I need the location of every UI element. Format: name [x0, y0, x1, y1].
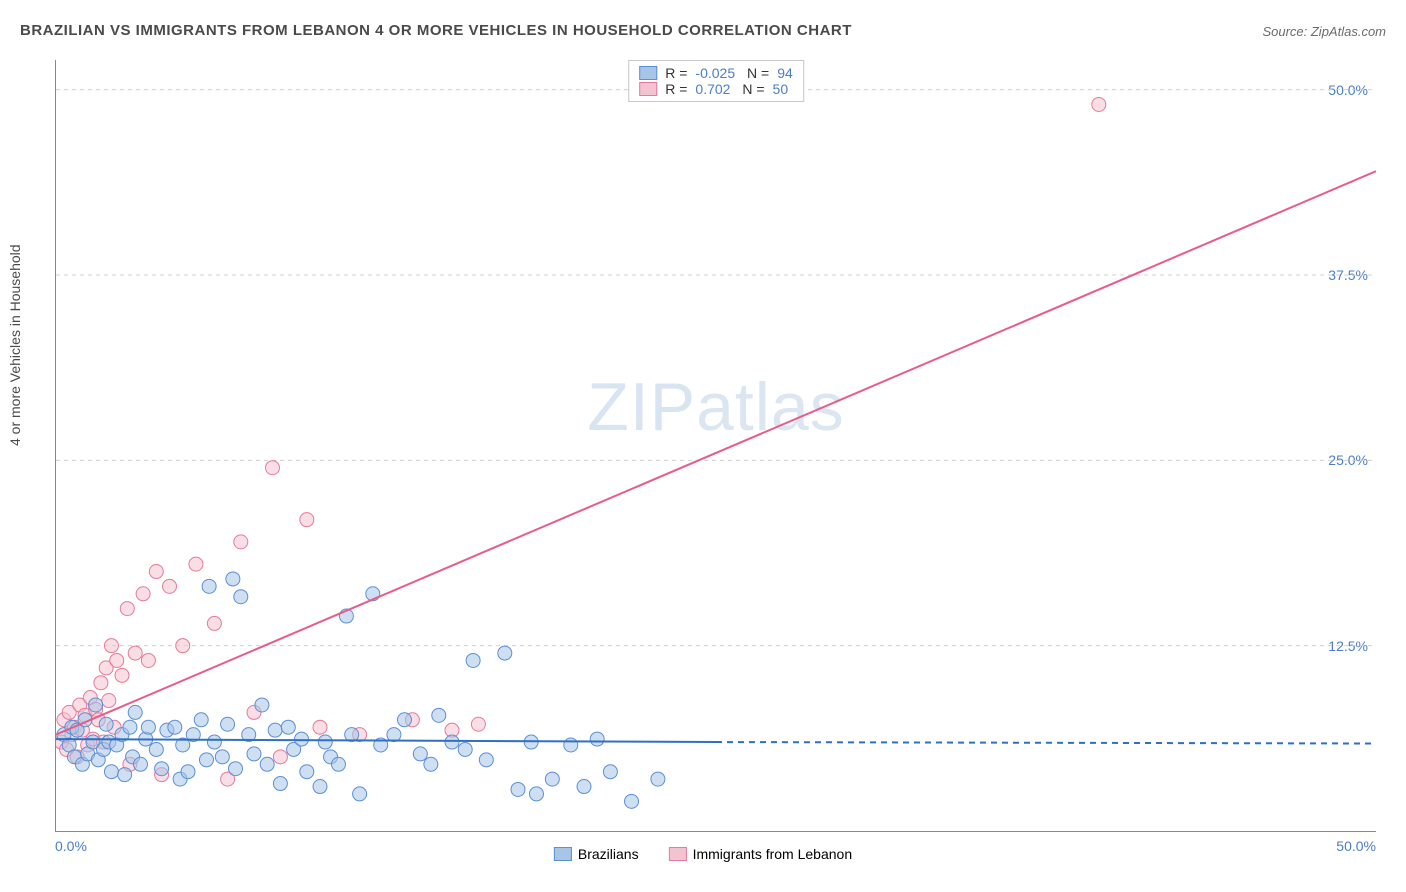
swatch-pink	[669, 847, 687, 861]
stat-n-blue: 94	[777, 65, 793, 81]
chart-title: BRAZILIAN VS IMMIGRANTS FROM LEBANON 4 O…	[20, 22, 852, 39]
legend-item: Immigrants from Lebanon	[669, 846, 853, 862]
chart-source: Source: ZipAtlas.com	[1262, 24, 1386, 39]
stats-row: R = -0.025 N = 94	[639, 65, 793, 81]
stat-label: R =	[665, 81, 687, 97]
chart-svg	[56, 60, 1376, 831]
stat-r-pink: 0.702	[695, 81, 730, 97]
legend-label-pink: Immigrants from Lebanon	[693, 846, 853, 862]
legend-label-blue: Brazilians	[578, 846, 639, 862]
chart-container: BRAZILIAN VS IMMIGRANTS FROM LEBANON 4 O…	[0, 0, 1406, 892]
legend-item: Brazilians	[554, 846, 639, 862]
swatch-blue	[554, 847, 572, 861]
stat-label: N =	[738, 81, 764, 97]
stats-row: R = 0.702 N = 50	[639, 81, 793, 97]
y-axis-label: 4 or more Vehicles in Household	[7, 244, 23, 446]
x-axis-tick-min: 0.0%	[55, 838, 87, 854]
swatch-blue	[639, 66, 657, 80]
stat-n-pink: 50	[773, 81, 789, 97]
stat-label: N =	[743, 65, 769, 81]
x-axis-tick-max: 50.0%	[1336, 838, 1376, 854]
series-legend: Brazilians Immigrants from Lebanon	[554, 846, 852, 862]
plot-area: ZIPatlas R = -0.025 N = 94 R = 0.702 N =…	[55, 60, 1376, 832]
stat-r-blue: -0.025	[695, 65, 735, 81]
swatch-pink	[639, 82, 657, 96]
stat-label: R =	[665, 65, 687, 81]
stats-legend: R = -0.025 N = 94 R = 0.702 N = 50	[628, 60, 804, 102]
